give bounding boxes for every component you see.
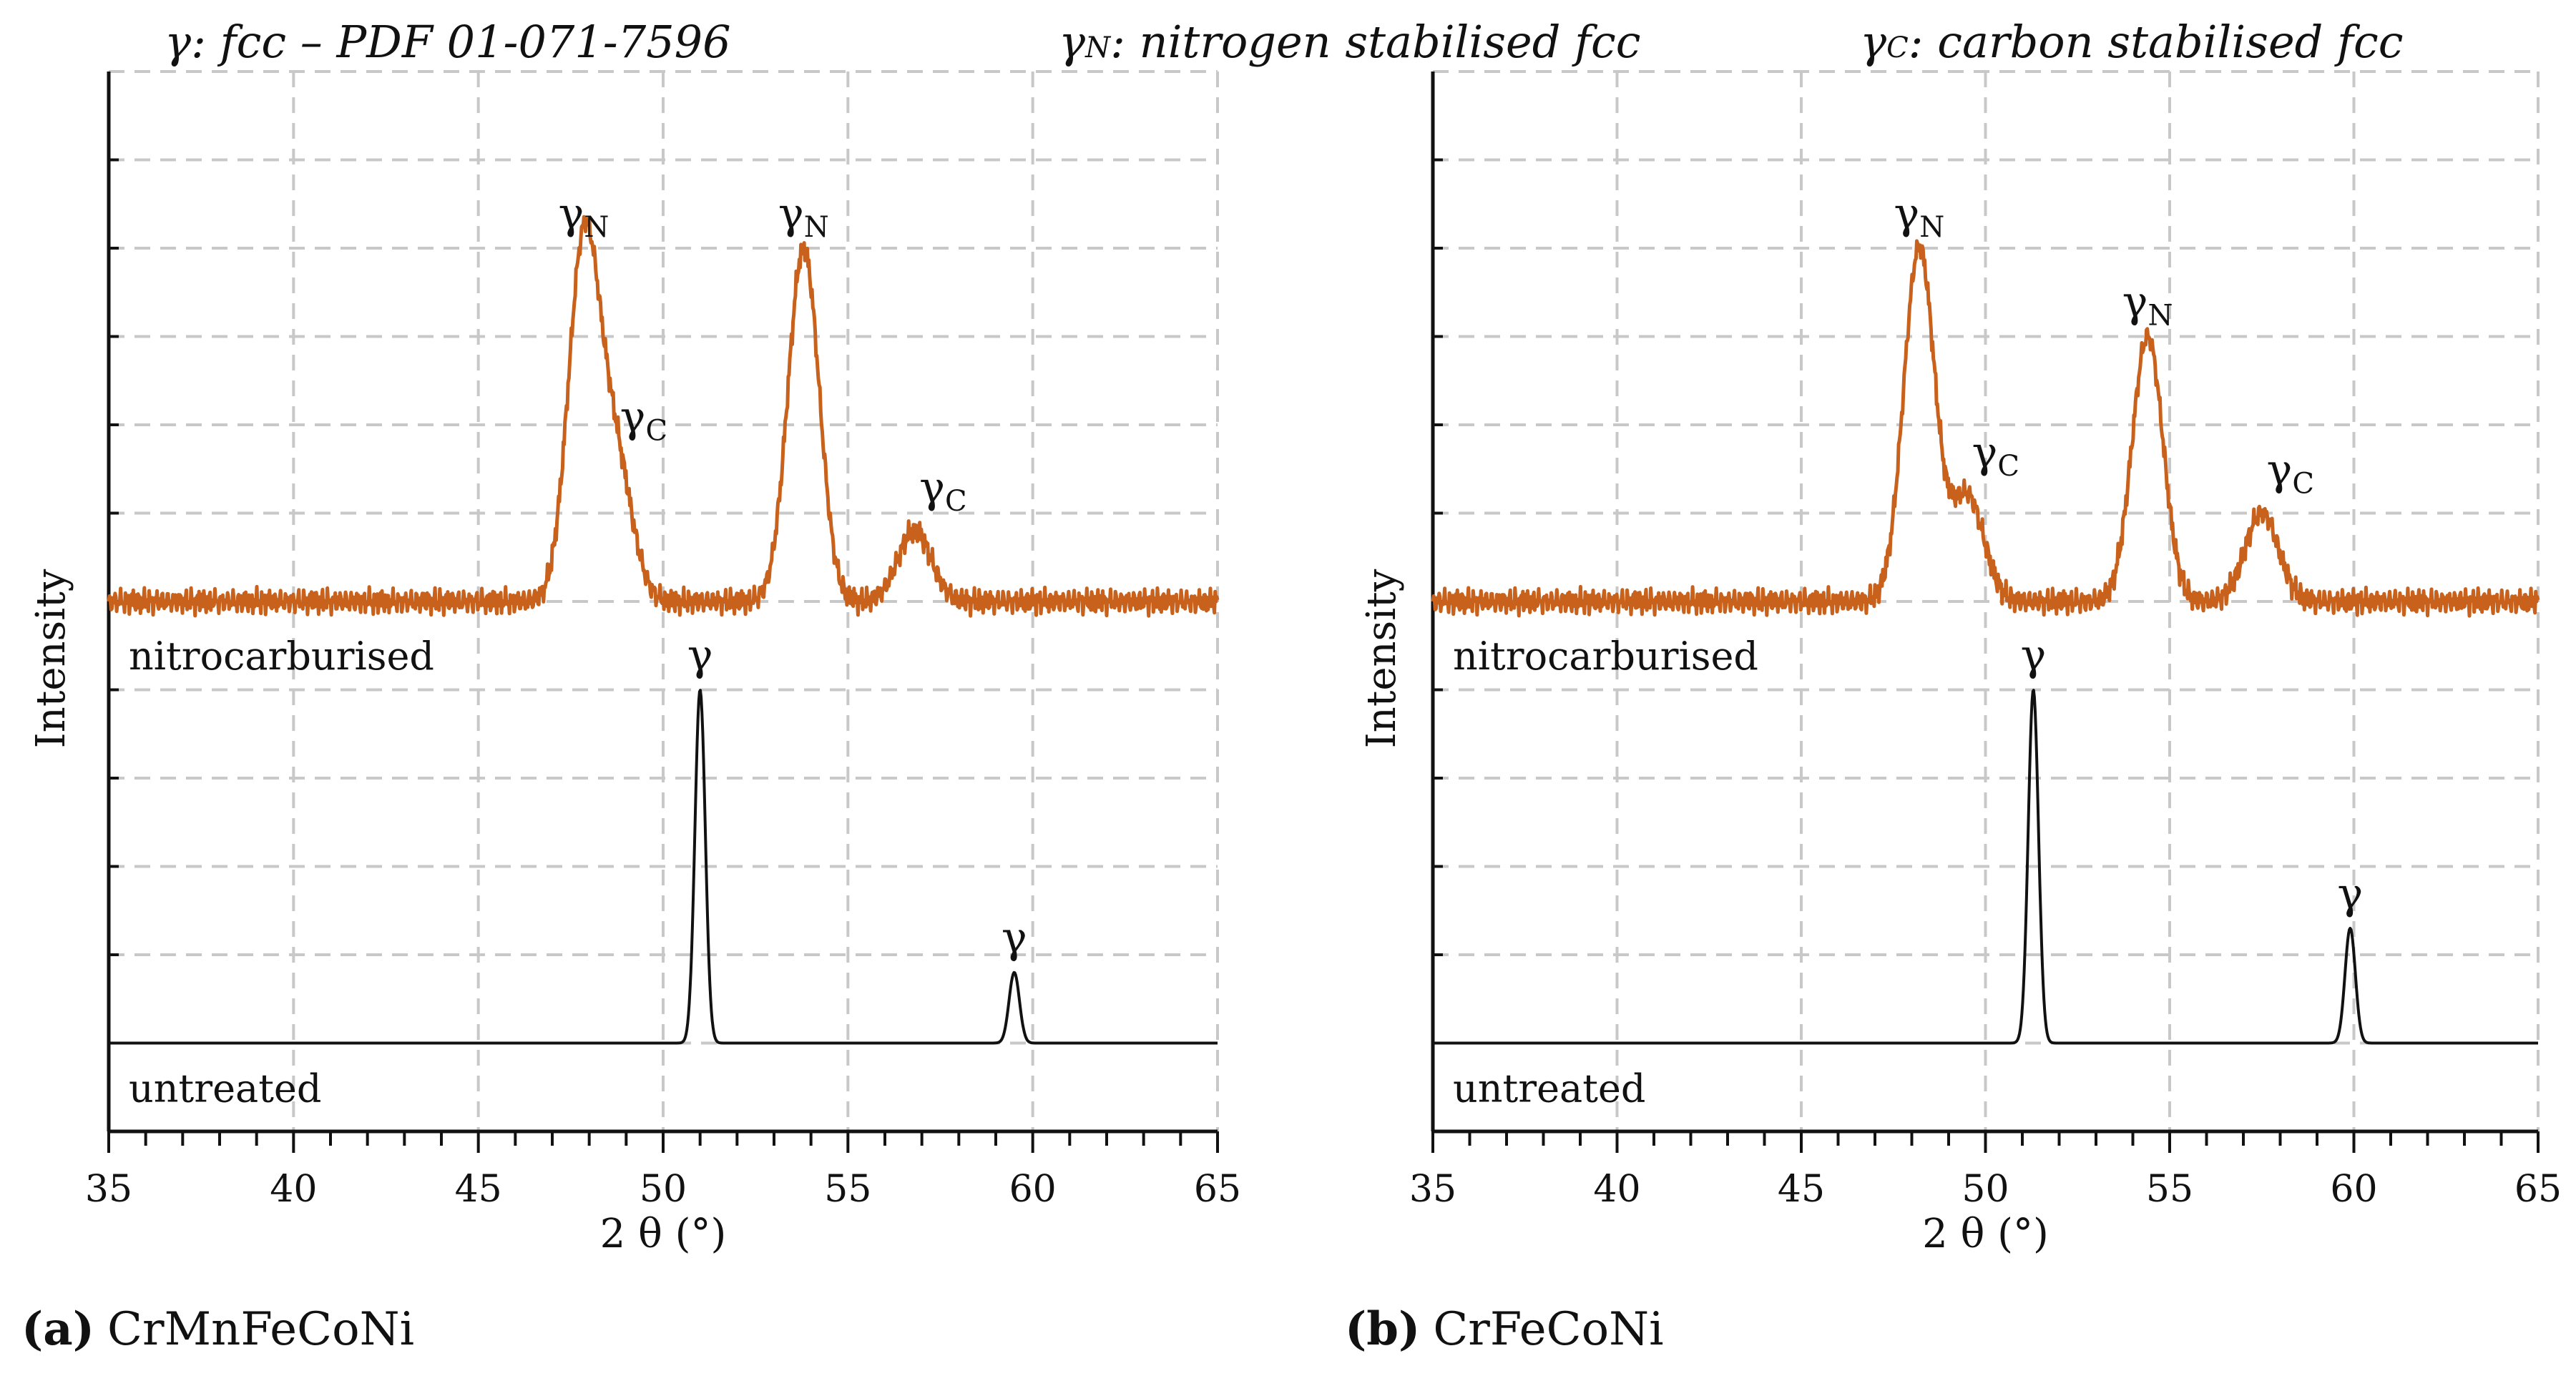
x-tick-label: 60 xyxy=(2330,1168,2377,1211)
x-tick-label: 60 xyxy=(1009,1168,1057,1211)
peak-label: γN xyxy=(558,189,609,244)
panel-caption: (b) CrFeCoNi xyxy=(1345,1302,1664,1356)
x-tick-label: 50 xyxy=(640,1168,687,1211)
series-name-label: untreated xyxy=(129,1066,321,1111)
peak-label: γN xyxy=(1894,189,1944,244)
peak-label: γ xyxy=(2021,631,2047,681)
series-line-untreated xyxy=(1432,689,2539,1045)
series-line-untreated xyxy=(108,689,1218,1045)
legend-item-gamma: γ: fcc – PDF 01-071-7596 xyxy=(165,16,731,68)
series-nitrocarburised: nitrocarburised γN γC γN γC xyxy=(107,189,1220,679)
peak-label: γN xyxy=(2122,277,2173,333)
x-tick-label: 40 xyxy=(270,1168,317,1211)
peak-label: γ xyxy=(1001,913,1027,963)
x-tick-label: 45 xyxy=(455,1168,502,1211)
x-tick-label: 35 xyxy=(1409,1168,1456,1211)
x-tick-label: 50 xyxy=(1962,1168,2009,1211)
peak-label: γN xyxy=(778,189,829,244)
y-axis-title: Intensity xyxy=(28,569,74,748)
series-name-label: nitrocarburised xyxy=(1453,634,1758,679)
legend-item-gamma-n: γN: nitrogen stabilised fcc xyxy=(1059,16,1641,68)
series-untreated: untreated γ γ xyxy=(108,631,1218,1111)
legend-item-gamma-c: γC: carbon stabilised fcc xyxy=(1860,16,2403,68)
x-tick-label: 55 xyxy=(2146,1168,2193,1211)
peak-label: γC xyxy=(1972,428,2019,483)
peak-label: γC xyxy=(919,463,966,518)
peak-label: γC xyxy=(2267,446,2314,501)
panel-a: 35 40 45 50 55 60 65 2 θ (°) Intensity nitrocarbu… xyxy=(21,70,1241,1356)
peak-label: γC xyxy=(620,392,667,447)
peak-label: γ xyxy=(2337,869,2363,919)
series-line-nitrocarburised xyxy=(107,215,1220,618)
x-tick-label: 65 xyxy=(1194,1168,1241,1211)
panel-b: 35 40 45 50 55 60 65 2 θ (°) Intensity nitrocarbu… xyxy=(1345,70,2562,1356)
x-tick-label: 55 xyxy=(824,1168,871,1211)
peak-label: γ xyxy=(687,631,713,681)
panel-caption: (a) CrMnFeCoNi xyxy=(21,1302,414,1356)
x-axis-title: 2 θ (°) xyxy=(1922,1211,2049,1257)
series-name-label: nitrocarburised xyxy=(129,634,434,679)
x-tick-label: 65 xyxy=(2514,1168,2562,1211)
x-axis-title: 2 θ (°) xyxy=(600,1211,727,1257)
series-nitrocarburised: nitrocarburised γN γC γN γC xyxy=(1431,189,2540,679)
series-line-nitrocarburised xyxy=(1431,239,2540,618)
series-untreated: untreated γ γ xyxy=(1432,631,2539,1111)
series-name-label: untreated xyxy=(1453,1066,1645,1111)
y-axis-title: Intensity xyxy=(1358,569,1405,748)
x-tick-label: 45 xyxy=(1778,1168,1825,1211)
legend: γ: fcc – PDF 01-071-7596 γN: nitrogen st… xyxy=(165,16,2403,68)
x-tick-label: 40 xyxy=(1593,1168,1640,1211)
x-tick-label: 35 xyxy=(85,1168,132,1211)
